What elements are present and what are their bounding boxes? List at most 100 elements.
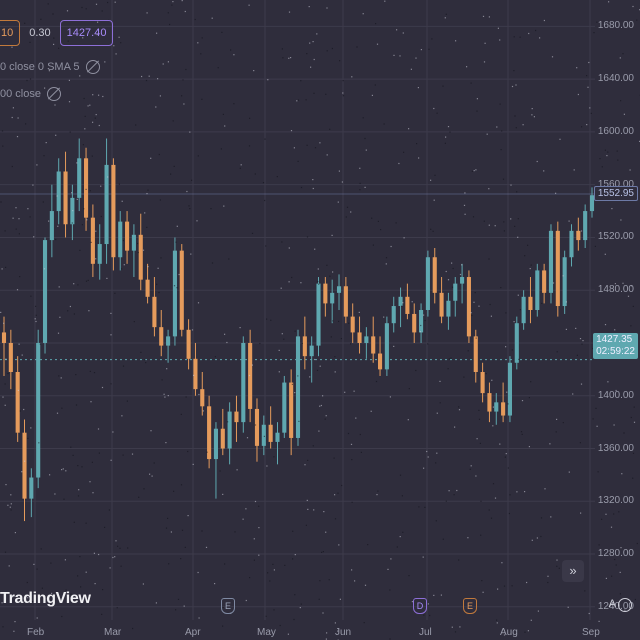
noise-speck	[181, 529, 184, 531]
candle	[548, 224, 554, 304]
noise-speck	[33, 236, 35, 238]
noise-speck	[509, 494, 511, 496]
noise-speck	[276, 176, 278, 178]
noise-speck	[529, 268, 531, 270]
candle	[104, 138, 109, 264]
scroll-to-realtime-button[interactable]: »	[562, 560, 584, 582]
noise-speck	[342, 95, 345, 97]
candle-body	[282, 382, 287, 433]
tradingview-logo[interactable]: TradingView	[0, 590, 91, 607]
earnings-event-icon-upcoming[interactable]: E	[463, 598, 477, 614]
hide-indicator-icon[interactable]	[46, 87, 61, 101]
candle	[480, 362, 485, 403]
noise-speck	[59, 316, 61, 318]
noise-speck	[167, 395, 169, 397]
candle-body	[248, 342, 253, 409]
noise-speck	[474, 292, 476, 294]
noise-speck	[240, 164, 242, 166]
candle	[569, 224, 574, 267]
noise-speck	[61, 407, 63, 409]
noise-speck	[270, 319, 272, 321]
noise-speck	[57, 332, 60, 334]
noise-speck	[376, 494, 378, 496]
noise-speck	[254, 500, 257, 503]
noise-speck	[537, 610, 539, 612]
noise-speck	[464, 192, 466, 194]
noise-speck	[173, 285, 176, 287]
candle-body	[207, 406, 212, 460]
noise-speck	[266, 318, 268, 320]
noise-speck	[429, 614, 431, 617]
candle	[49, 184, 54, 258]
candle	[193, 342, 198, 396]
noise-speck	[326, 154, 328, 156]
auto-scale-button[interactable]: A	[608, 598, 616, 610]
noise-speck	[165, 527, 168, 529]
noise-speck	[5, 358, 7, 360]
noise-speck	[84, 115, 86, 117]
noise-speck	[110, 459, 112, 461]
candle-body	[528, 296, 533, 310]
noise-speck	[299, 607, 301, 609]
candle	[466, 270, 471, 343]
noise-speck	[305, 99, 307, 101]
noise-speck	[187, 515, 189, 517]
noise-speck	[239, 167, 241, 169]
legend-indicator-sma[interactable]: 0 close 0 SMA 5	[0, 60, 100, 74]
noise-speck	[221, 31, 223, 33]
noise-speck	[55, 134, 57, 136]
noise-speck	[236, 469, 238, 471]
noise-speck	[385, 257, 388, 259]
noise-speck	[401, 305, 403, 307]
noise-speck	[51, 592, 53, 594]
noise-speck	[346, 206, 349, 208]
noise-speck	[2, 396, 4, 398]
noise-speck	[426, 450, 428, 453]
noise-speck	[622, 53, 624, 55]
candle-body	[432, 257, 437, 293]
noise-speck	[287, 633, 289, 635]
candle-body	[507, 362, 513, 416]
noise-speck	[424, 506, 426, 508]
price-axis-label: 1560.00	[597, 178, 634, 190]
noise-speck	[550, 516, 552, 518]
noise-speck	[393, 345, 395, 347]
candle-body	[548, 230, 554, 293]
noise-speck	[198, 393, 200, 396]
noise-speck	[57, 225, 59, 227]
noise-speck	[307, 459, 309, 461]
noise-speck	[56, 412, 59, 414]
earnings-event-icon[interactable]: E	[221, 598, 235, 614]
noise-speck	[458, 406, 460, 408]
candle	[377, 336, 383, 376]
noise-speck	[507, 467, 509, 469]
noise-speck	[455, 40, 457, 42]
noise-speck	[280, 287, 282, 289]
legend-price-value[interactable]: 1427.40	[59, 20, 114, 46]
noise-speck	[269, 580, 271, 582]
noise-speck	[48, 70, 50, 72]
noise-speck	[102, 95, 104, 98]
noise-speck	[321, 551, 323, 553]
noise-speck	[122, 365, 125, 367]
legend-indicator-close[interactable]: 00 close	[0, 87, 61, 101]
noise-speck	[330, 336, 332, 338]
noise-speck	[93, 552, 95, 554]
settings-gear-icon[interactable]	[618, 598, 632, 612]
candle	[227, 402, 232, 465]
candle	[583, 204, 588, 248]
dividend-event-icon[interactable]: D	[413, 598, 427, 614]
noise-speck	[362, 117, 364, 119]
noise-speck	[291, 276, 293, 279]
candle	[494, 393, 499, 425]
noise-speck	[41, 587, 43, 589]
noise-speck	[620, 219, 622, 221]
noise-speck	[590, 112, 592, 114]
hide-indicator-icon[interactable]	[85, 60, 100, 74]
noise-speck	[389, 396, 391, 398]
noise-speck	[308, 6, 310, 8]
noise-speck	[197, 42, 199, 44]
high-price-tag: 1552.95	[593, 186, 638, 201]
